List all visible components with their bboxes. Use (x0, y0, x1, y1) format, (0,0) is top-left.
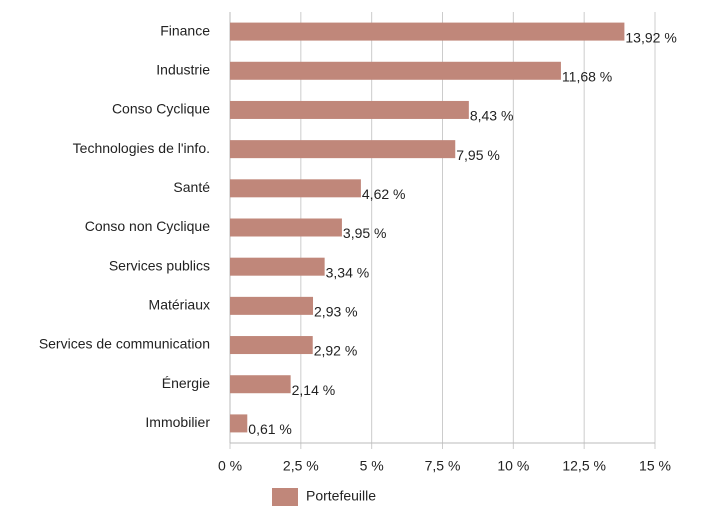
bar (230, 100, 469, 119)
y-tick-label: Santé (173, 179, 210, 195)
data-label: 3,34 % (326, 264, 370, 280)
bar (230, 179, 361, 198)
data-label: 3,95 % (343, 225, 387, 241)
y-tick-label: Immobilier (145, 414, 210, 430)
x-tick-label: 12,5 % (562, 458, 606, 474)
data-label: 11,68 % (562, 68, 612, 84)
bar (230, 22, 625, 41)
y-tick-label: Finance (160, 22, 210, 38)
bar (230, 375, 291, 394)
y-tick-label: Technologies de l'info. (73, 140, 210, 156)
data-label: 8,43 % (470, 108, 514, 124)
bar (230, 257, 325, 276)
y-tick-label: Énergie (162, 375, 210, 391)
data-label: 4,62 % (362, 186, 406, 202)
data-label: 2,14 % (292, 382, 336, 398)
bar (230, 218, 342, 237)
x-tick-label: 2,5 % (283, 458, 319, 474)
bar (230, 296, 314, 315)
data-label: 0,61 % (248, 421, 292, 437)
x-tick-label: 10 % (497, 458, 529, 474)
bar (230, 140, 456, 159)
x-tick-label: 15 % (639, 458, 671, 474)
data-label: 2,93 % (314, 304, 358, 320)
x-tick-label: 0 % (218, 458, 242, 474)
legend-swatch (272, 488, 298, 506)
legend-label: Portefeuille (306, 488, 376, 504)
x-tick-label: 5 % (360, 458, 384, 474)
x-tick-label: 7,5 % (425, 458, 461, 474)
y-tick-label: Conso Cyclique (112, 101, 210, 117)
y-tick-label: Conso non Cyclique (85, 218, 211, 234)
bar (230, 336, 313, 355)
y-tick-label: Industrie (156, 61, 210, 77)
bar (230, 61, 561, 80)
data-label: 13,92 % (625, 29, 676, 45)
data-label: 2,92 % (314, 343, 358, 359)
y-tick-label: Services de communication (39, 336, 210, 352)
y-tick-label: Matériaux (149, 297, 210, 313)
bar (230, 414, 248, 433)
y-tick-label: Services publics (109, 257, 210, 273)
data-label: 7,95 % (456, 147, 500, 163)
